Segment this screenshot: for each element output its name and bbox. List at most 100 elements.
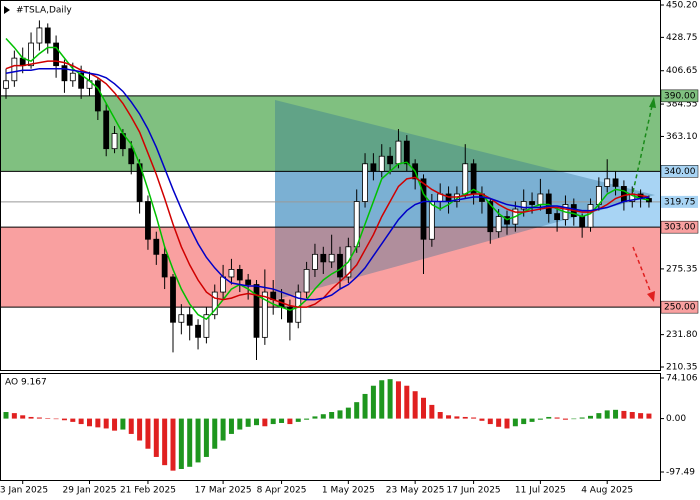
ao-bar [604, 410, 610, 419]
ao-bar [78, 418, 84, 425]
candle-body [445, 193, 452, 202]
y-tick-label: 384.55 [666, 100, 698, 110]
ao-bar [345, 407, 351, 419]
ao-bar [512, 418, 518, 427]
ao-bar [471, 417, 477, 419]
candle-body [529, 201, 535, 205]
candle-body [61, 65, 68, 82]
ao-bar [437, 412, 443, 419]
candle-body [579, 216, 586, 228]
ao-bar [153, 418, 159, 457]
x-tick-label: 1 May 2025 [322, 486, 375, 496]
candle-body [545, 193, 552, 214]
level-label: 340.00 [664, 167, 696, 177]
ao-bar [178, 418, 184, 469]
candle-body [312, 253, 318, 270]
candle-body [44, 27, 51, 44]
x-tick-label: 3 Jan 2025 [0, 486, 48, 496]
ao-bar [621, 410, 627, 419]
candle-body [604, 178, 611, 187]
x-tick-label: 11 Jul 2025 [515, 486, 566, 496]
level-label: 303.00 [664, 223, 696, 233]
ao-bar [395, 381, 401, 419]
candle-body [462, 163, 469, 195]
ao-bar [170, 418, 176, 471]
ao-bar [613, 409, 619, 419]
candle-body [228, 269, 235, 278]
ao-bar [337, 410, 343, 419]
candle-body [286, 306, 293, 323]
ao-frame [0, 373, 661, 481]
chart-title: #TSLA,Daily [16, 6, 72, 16]
level-label-bg [660, 220, 699, 234]
candle-body [337, 253, 343, 278]
candle-body [170, 276, 176, 323]
ao-bar [479, 418, 485, 421]
x-tick-label: 17 Mar 2025 [195, 486, 252, 496]
candle-body [621, 186, 627, 202]
candle-body [520, 201, 527, 210]
ao-bar [454, 416, 460, 419]
ao-bar [112, 418, 118, 431]
candle-body [203, 314, 210, 338]
candle-body [328, 253, 335, 263]
ao-bar [404, 385, 410, 419]
ao-bar [312, 416, 318, 419]
candle-body [153, 238, 160, 255]
candle-body [53, 42, 59, 67]
candle-body [236, 269, 243, 281]
candle-body [69, 72, 76, 82]
ao-bar [20, 415, 26, 419]
ao-bar [87, 418, 92, 427]
candle-body [537, 193, 544, 205]
ao-bar [304, 418, 310, 420]
ao-bar [579, 417, 585, 419]
candle-body [362, 163, 368, 202]
ao-bar [195, 418, 201, 463]
candle-body [111, 133, 118, 150]
title-icon [4, 6, 10, 14]
ao-bar [329, 412, 335, 419]
y-tick-label: 428.75 [666, 33, 698, 43]
ao-bar [11, 413, 17, 419]
level-label: 250.00 [664, 303, 696, 313]
y-tick-label: -97.49 [666, 468, 695, 478]
ao-bar [45, 418, 51, 419]
candle-body [36, 27, 43, 44]
ao-bar [36, 417, 42, 419]
candle-body [220, 276, 227, 293]
ao-bar [387, 379, 393, 419]
ao-bar [120, 418, 126, 430]
ao-bar [254, 418, 259, 426]
zones [0, 95, 660, 308]
x-tick-label: 17 Jun 2025 [447, 486, 501, 496]
candle-body [186, 314, 193, 326]
candle-body [253, 284, 260, 338]
candle-body [395, 140, 402, 165]
ao-bar [462, 416, 468, 419]
y-tick-label: 363.10 [666, 132, 698, 142]
ao-bar [287, 418, 293, 425]
ao-bar [412, 391, 418, 419]
candle-body [303, 269, 310, 293]
arrow-head [649, 97, 656, 108]
x-tick-label: 8 Apr 2025 [257, 486, 307, 496]
ao-bar [70, 418, 76, 422]
ao-bar [220, 418, 226, 441]
ao-bar [137, 418, 143, 441]
ao-bar [562, 418, 568, 420]
y-tick-label: 0.00 [666, 414, 686, 424]
ao-bar [629, 412, 635, 419]
candle-body [420, 178, 427, 240]
ao-bar [446, 415, 452, 419]
ao-bar [571, 418, 577, 420]
candle-body [612, 178, 619, 187]
ao-bar [504, 418, 510, 429]
candle-body [428, 201, 435, 240]
candle-body [587, 204, 594, 228]
ao-bar [187, 418, 193, 467]
ao-bar [295, 418, 301, 422]
pattern [275, 100, 655, 300]
candle-body [403, 140, 410, 165]
